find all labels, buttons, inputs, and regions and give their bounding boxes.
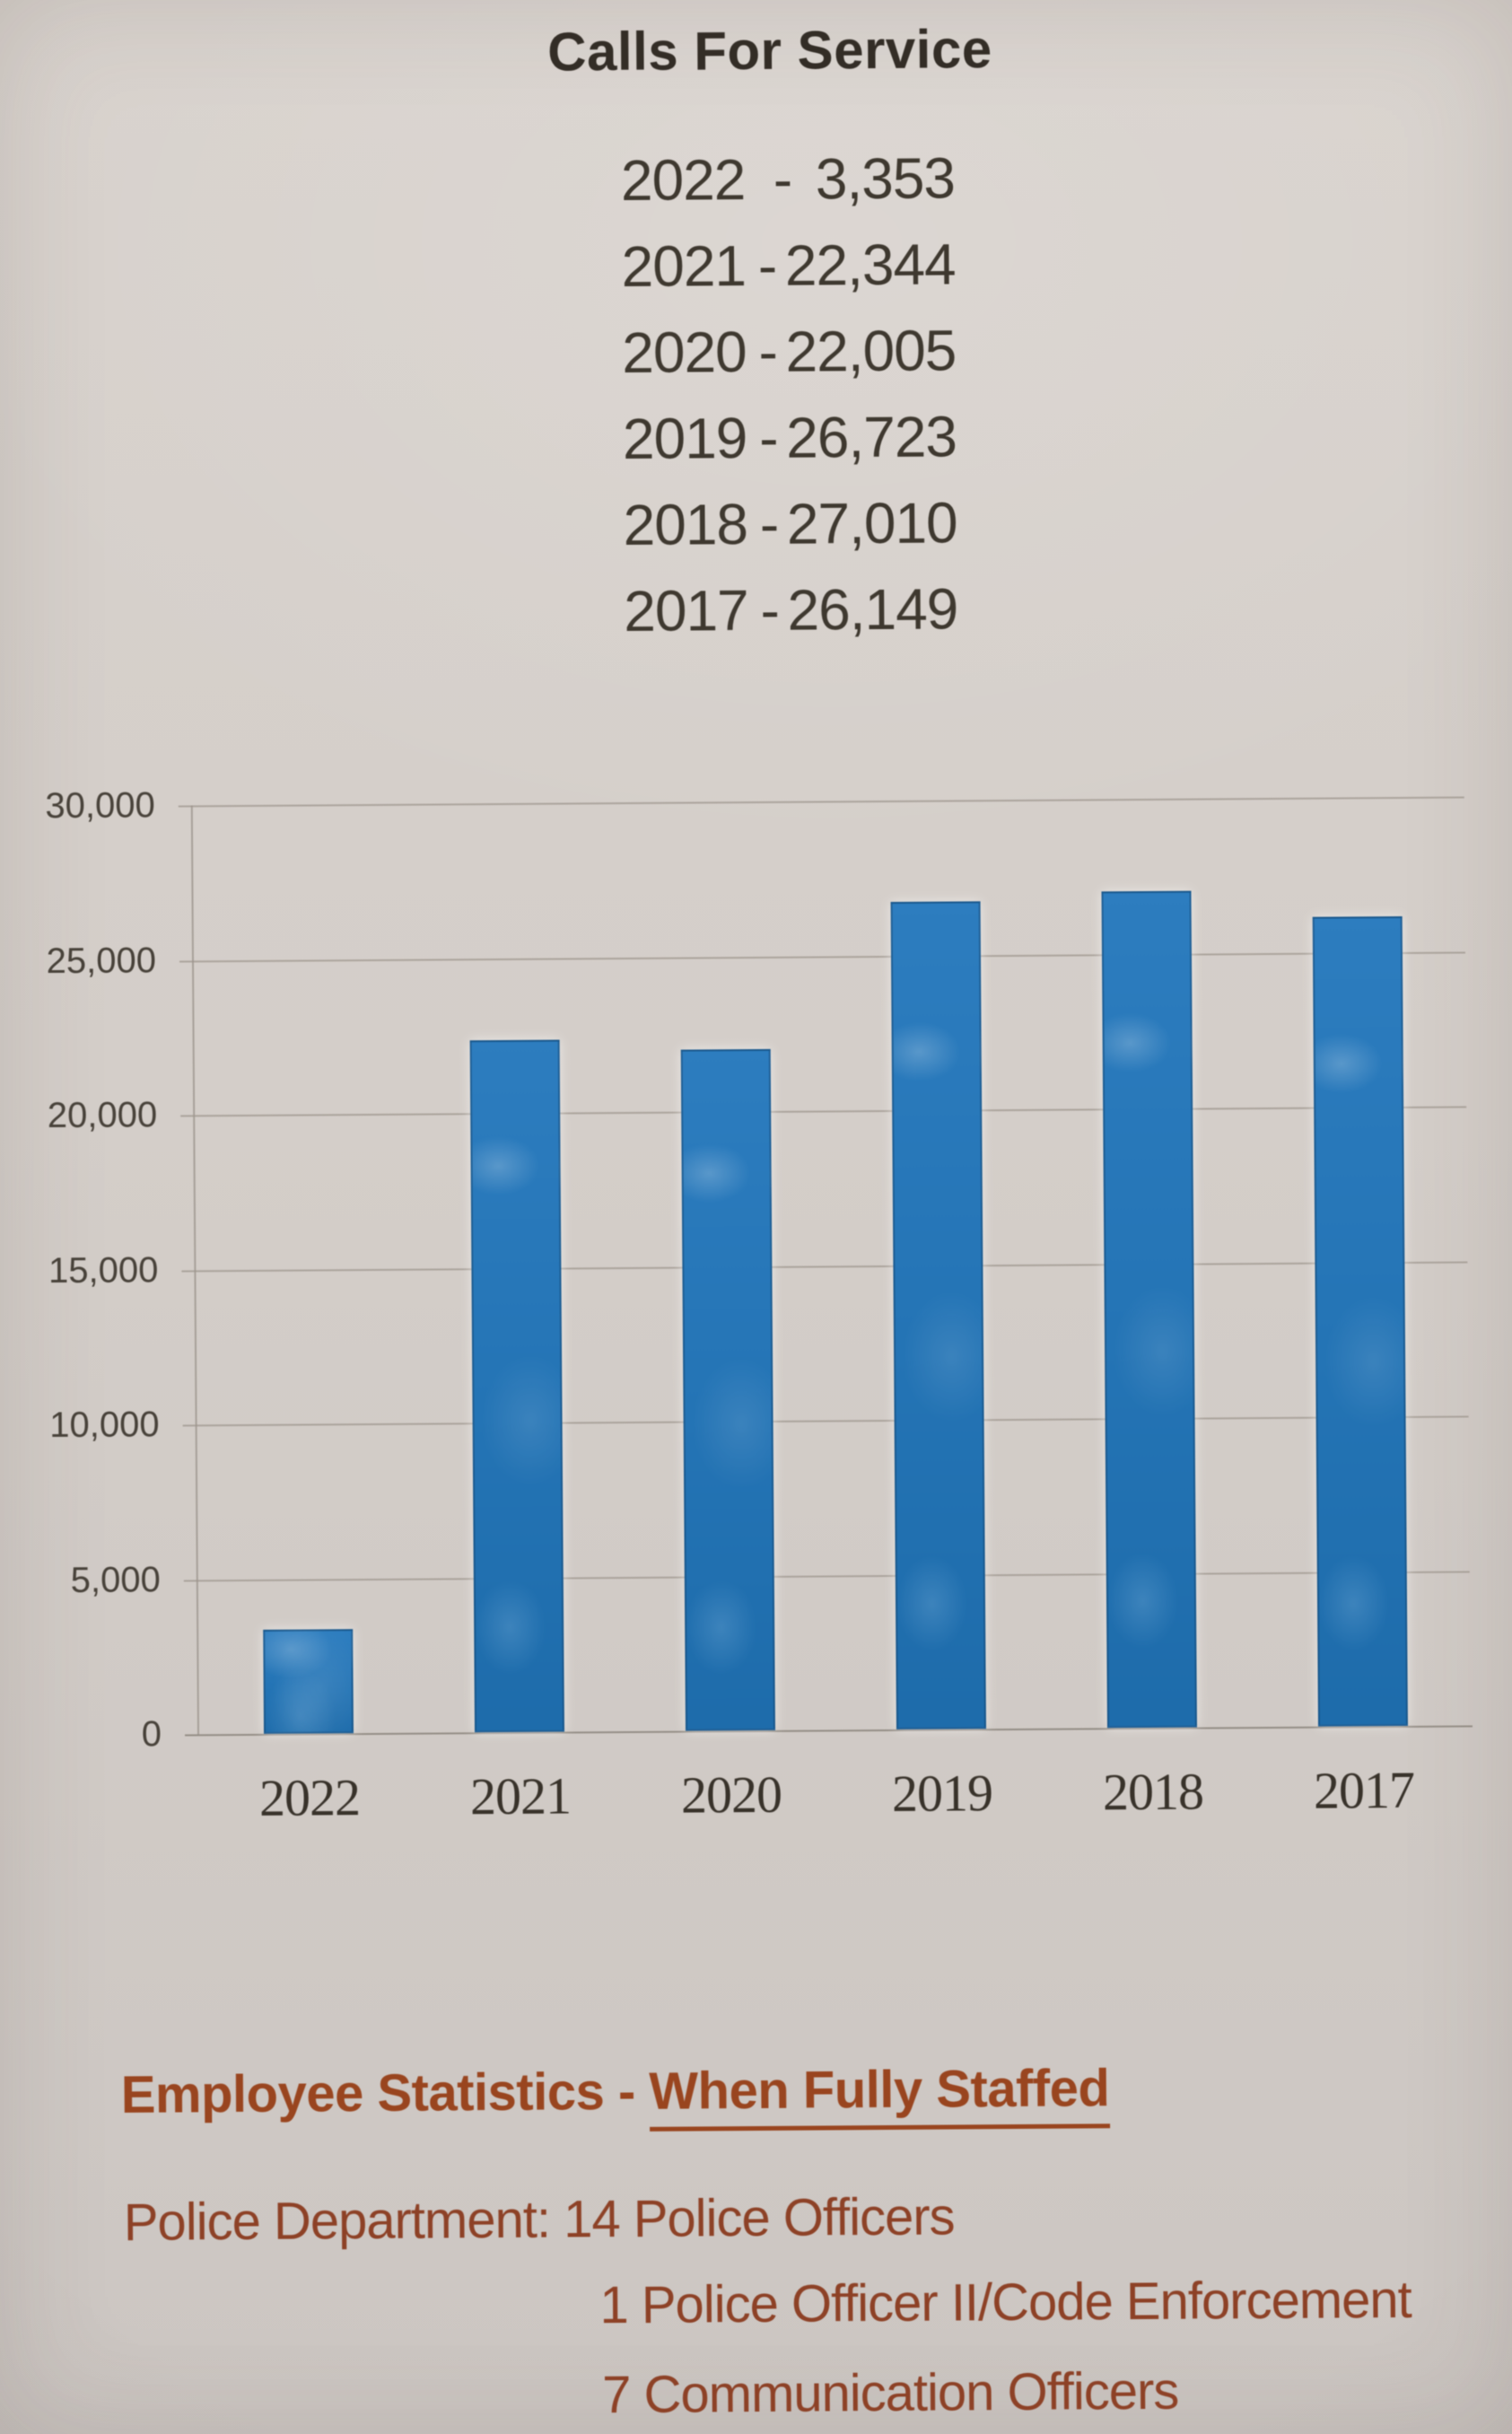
calls-value: 27,010	[786, 490, 957, 556]
dash-separator: -	[759, 491, 779, 556]
list-item: 2021-22,344	[621, 221, 956, 310]
year-label: 2022	[620, 147, 746, 214]
gridline	[181, 1260, 1468, 1272]
y-axis-tick-label: 25,000	[46, 940, 157, 981]
year-label: 2020	[622, 320, 747, 386]
heading-prefix: Employee Statistics -	[120, 2062, 650, 2124]
calls-value: 26,723	[785, 404, 957, 470]
x-axis-label: 2022	[258, 1768, 361, 1827]
employee-stats-line: 1 Police Officer II/Code Enforcement	[599, 2270, 1411, 2335]
y-axis-tick-label: 0	[141, 1714, 162, 1755]
heading-underlined-phrase: When Fully Staffed	[649, 2059, 1110, 2132]
calls-value: 22,344	[784, 232, 956, 298]
bar-2021	[469, 1039, 564, 1733]
calls-value: 3,353	[815, 145, 956, 212]
bar-2018	[1101, 890, 1197, 1729]
x-axis-label: 2018	[1102, 1762, 1204, 1822]
calls-summary-list: 2022-3,353 2021-22,344 2020-22,005 2019-…	[621, 135, 958, 654]
x-axis-label: 2021	[469, 1766, 572, 1826]
calls-value: 26,149	[787, 576, 958, 643]
employee-stats-heading: Employee Statistics - When Fully Staffed	[120, 2058, 1110, 2132]
year-label: 2017	[624, 578, 748, 644]
bar-2019	[890, 901, 986, 1729]
x-axis-label: 2019	[891, 1764, 993, 1823]
dash-separator: -	[758, 319, 778, 384]
calls-value: 22,005	[785, 318, 957, 384]
dash-separator: -	[757, 232, 777, 298]
y-axis-tick-label: 30,000	[45, 785, 155, 827]
x-axis-label: 2017	[1313, 1760, 1415, 1820]
gridline	[180, 1106, 1467, 1117]
year-label: 2021	[621, 233, 747, 300]
y-axis-tick-label: 20,000	[47, 1095, 158, 1136]
employee-stats-line: Police Department: 14 Police Officers	[123, 2187, 955, 2252]
year-label: 2018	[623, 492, 748, 558]
dash-separator: -	[773, 146, 792, 212]
dash-separator: -	[758, 405, 778, 470]
bar-2020	[680, 1048, 775, 1731]
list-item: 2017-26,149	[624, 565, 958, 654]
y-axis-tick-label: 15,000	[48, 1249, 159, 1291]
y-axis-tick-label: 5,000	[70, 1559, 161, 1600]
dash-separator: -	[760, 577, 780, 643]
x-axis-baseline	[185, 1725, 1473, 1737]
employee-stats-line: 7 Communication Officers	[601, 2361, 1179, 2425]
year-label: 2019	[622, 406, 747, 472]
gridline	[178, 796, 1464, 808]
x-axis-label: 2020	[680, 1764, 782, 1825]
bar-chart: 30,000 25,000 20,000 15,000 10,000 5,000 0 2022…	[45, 785, 1473, 1827]
gridline	[182, 1415, 1469, 1427]
list-item: 2019-26,723	[623, 393, 957, 482]
list-item: 2020-22,005	[622, 307, 957, 396]
list-item: 2018-27,010	[623, 479, 957, 568]
list-item: 2022-3,353	[621, 135, 956, 223]
y-axis-tick-label: 10,000	[49, 1405, 160, 1446]
gridline	[183, 1570, 1470, 1581]
gridline	[179, 950, 1465, 962]
page-title: Calls For Service	[546, 19, 992, 83]
bar-2017	[1312, 915, 1408, 1727]
bar-2022	[263, 1629, 354, 1734]
